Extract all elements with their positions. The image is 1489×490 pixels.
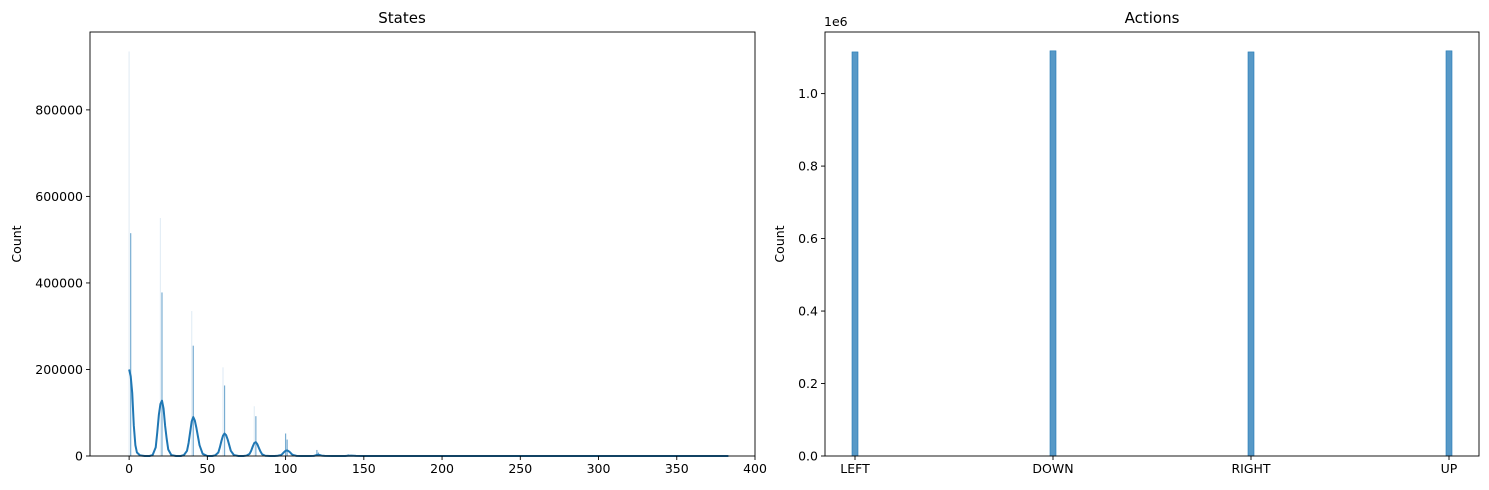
actions-x-tick-label: RIGHT: [1231, 461, 1270, 476]
states-x-tick-label: 150: [352, 461, 376, 476]
states-y-tick-label: 600000: [35, 189, 83, 204]
states-x-tick-label: 300: [587, 461, 611, 476]
actions-y-tick-label: 0.2: [798, 376, 818, 391]
states-bar: [253, 406, 255, 456]
states-bar: [222, 367, 224, 456]
actions-y-axis: 0.0 0.2 0.4 0.6 0.8 1.0: [798, 86, 825, 464]
states-y-tick-label: 0: [75, 449, 83, 464]
states-bar: [223, 385, 226, 456]
actions-y-tick-label: 0.6: [798, 231, 818, 246]
states-x-tick-label: 50: [199, 461, 215, 476]
states-bar: [192, 345, 194, 456]
actions-chart: Actions 1e6 LEFT DOWN RIGHT UP 0.0 0.2 0.4 0.6…: [772, 9, 1480, 476]
states-y-tick-label: 400000: [35, 275, 83, 290]
states-bar: [255, 416, 257, 456]
actions-x-tick-label: UP: [1441, 461, 1458, 476]
actions-plot-frame: [824, 31, 1480, 457]
actions-bar-down: [1049, 50, 1057, 457]
states-bar: [130, 233, 132, 456]
states-kde-line: [128, 369, 729, 457]
states-bar: [316, 449, 318, 456]
states-bar: [286, 439, 288, 456]
states-x-tick-label: 100: [274, 461, 298, 476]
states-plot-frame: [89, 31, 756, 457]
states-bar: [191, 311, 193, 456]
states-x-tick-label: 0: [125, 461, 133, 476]
states-title: States: [378, 9, 426, 27]
states-x-tick-label: 400: [743, 461, 767, 476]
actions-title: Actions: [1125, 9, 1180, 27]
actions-y-tick-label: 1.0: [798, 86, 818, 101]
states-x-tick-label: 350: [665, 461, 689, 476]
actions-y-offset-label: 1e6: [824, 14, 848, 29]
actions-x-tick-label: LEFT: [840, 461, 870, 476]
states-bar: [284, 433, 287, 456]
states-y-axis: 0 200000 400000 600000 800000: [35, 102, 90, 464]
states-y-tick-label: 200000: [35, 362, 83, 377]
states-x-tick-label: 200: [430, 461, 454, 476]
states-bars: [128, 51, 351, 456]
actions-y-tick-label: 0.0: [798, 449, 818, 464]
actions-ylabel: Count: [772, 225, 787, 262]
actions-x-axis: LEFT DOWN RIGHT UP: [840, 456, 1458, 476]
actions-y-tick-label: 0.4: [798, 304, 818, 319]
states-bar: [128, 51, 130, 456]
actions-bar-right: [1247, 51, 1255, 457]
states-bar: [161, 292, 163, 456]
actions-x-tick-label: DOWN: [1032, 461, 1073, 476]
states-y-tick-label: 800000: [35, 102, 83, 117]
states-ylabel: Count: [9, 225, 24, 262]
actions-bar-left: [851, 51, 859, 457]
states-x-axis: 0 50 100 150 200 250 300 350 400: [125, 456, 767, 476]
states-x-tick-label: 250: [508, 461, 532, 476]
actions-bars: [851, 50, 1453, 457]
states-bar: [159, 218, 162, 456]
actions-bar-up: [1445, 50, 1453, 457]
actions-y-tick-label: 0.8: [798, 159, 818, 174]
states-chart: States 0 50 100 150 200 250 300 350 400 0 200000 4…: [9, 9, 767, 476]
